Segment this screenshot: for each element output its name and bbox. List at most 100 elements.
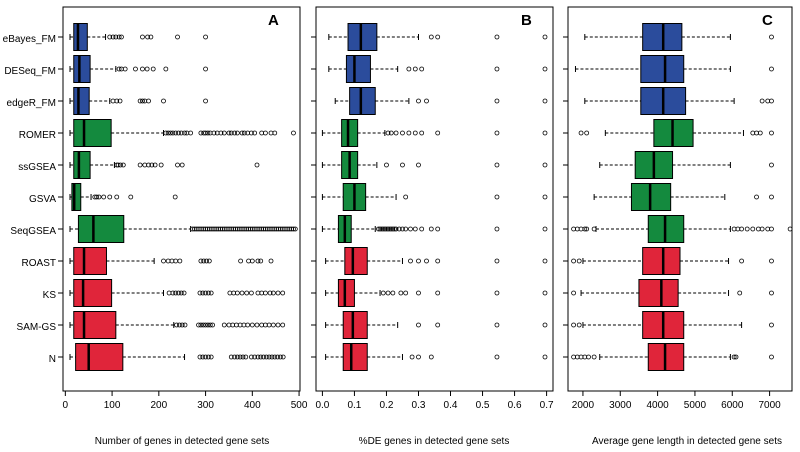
outlier-point <box>205 354 211 360</box>
category-label: SeqGSEA <box>10 226 56 237</box>
box-group <box>599 151 774 179</box>
x-tick-label: 2000 <box>572 400 595 411</box>
outlier-point <box>161 98 166 104</box>
outlier-point <box>494 194 500 200</box>
outlier-point <box>571 290 576 296</box>
outlier-point <box>172 194 178 200</box>
outlier-point <box>266 354 272 360</box>
outlier-point <box>226 130 232 136</box>
outlier-point <box>249 322 255 328</box>
outlier-point <box>163 66 169 72</box>
box-group <box>321 119 548 147</box>
outlier-point <box>107 34 113 40</box>
box-group <box>325 247 548 275</box>
x-tick-label: 0 <box>63 400 69 411</box>
outlier-point <box>384 226 389 232</box>
outlier-point <box>542 66 548 72</box>
outlier-point <box>116 66 122 72</box>
outlier-point <box>428 354 434 360</box>
x-tick-label: 3000 <box>609 400 632 411</box>
x-tick-label: 0.3 <box>412 400 426 411</box>
outlier-point <box>158 162 164 168</box>
outlier-point <box>416 258 421 264</box>
outlier-point <box>239 130 245 136</box>
box-group <box>69 279 286 307</box>
outlier-point <box>403 290 409 296</box>
box <box>73 55 91 83</box>
outlier-point <box>406 66 412 72</box>
outlier-point <box>542 226 548 232</box>
box-group <box>334 87 548 115</box>
outlier-point <box>388 226 394 232</box>
box-group <box>328 23 548 51</box>
outlier-point <box>197 290 203 296</box>
outlier-point <box>239 290 245 296</box>
outlier-point <box>542 194 548 200</box>
outlier-point <box>571 322 576 328</box>
outlier-point <box>494 290 500 296</box>
outlier-point <box>270 322 276 328</box>
outlier-point <box>382 226 388 232</box>
box-group <box>574 55 774 83</box>
outlier-point <box>268 258 274 264</box>
outlier-point <box>586 354 591 360</box>
outlier-point <box>161 258 166 264</box>
outlier-point <box>542 98 548 104</box>
outlier-point <box>398 290 404 296</box>
outlier-point <box>114 98 120 104</box>
outlier-point <box>759 98 765 104</box>
outlier-point <box>428 34 434 40</box>
outlier-point <box>396 226 402 232</box>
outlier-point <box>165 130 171 136</box>
box <box>638 279 679 307</box>
outlier-point <box>248 354 254 360</box>
outlier-point <box>380 290 386 296</box>
box <box>77 215 125 243</box>
box-group <box>69 311 286 339</box>
outlier-point <box>380 226 386 232</box>
outlier-point <box>245 322 251 328</box>
outlier-point <box>254 162 260 168</box>
outlier-point <box>428 226 434 232</box>
outlier-point <box>733 354 739 360</box>
panel-c-frame <box>567 6 793 392</box>
outlier-point <box>200 322 206 328</box>
outlier-point <box>178 130 184 136</box>
outlier-point <box>387 226 393 232</box>
outlier-point <box>494 226 500 232</box>
category-label: KS <box>43 290 57 301</box>
outlier-point <box>757 130 763 136</box>
panel-b: B %DE genes in detected gene sets 0.0 0.1… <box>311 6 554 447</box>
outlier-point <box>232 130 237 136</box>
outlier-point <box>280 354 286 360</box>
outlier-point <box>128 194 134 200</box>
outlier-point <box>120 162 126 168</box>
x-tick-label: 0.7 <box>540 400 554 411</box>
outlier-point <box>168 130 173 136</box>
outlier-point <box>118 162 123 168</box>
category-label: GSVA <box>29 194 56 205</box>
outlier-point <box>591 354 597 360</box>
outlier-point <box>277 354 283 360</box>
outlier-point <box>208 290 214 296</box>
panel-c-xlabel: Average gene length in detected gene set… <box>592 436 782 447</box>
panel-c: C Average gene length in detected gene s… <box>563 6 793 447</box>
box-group <box>321 151 548 179</box>
panel-c-letter: C <box>762 12 773 29</box>
outlier-point <box>754 194 759 200</box>
x-tick-label: 0.4 <box>444 400 458 411</box>
outlier-point <box>379 226 385 232</box>
outlier-point <box>494 98 500 104</box>
box-group <box>571 247 774 275</box>
outlier-point <box>170 290 176 296</box>
outlier-point <box>769 66 774 72</box>
outlier-point <box>243 354 249 360</box>
outlier-point <box>542 258 548 264</box>
outlier-point <box>275 322 281 328</box>
outlier-point <box>769 354 774 360</box>
outlier-point <box>263 290 268 296</box>
outlier-point <box>392 226 397 232</box>
outlier-point <box>140 34 145 40</box>
outlier-point <box>263 354 269 360</box>
